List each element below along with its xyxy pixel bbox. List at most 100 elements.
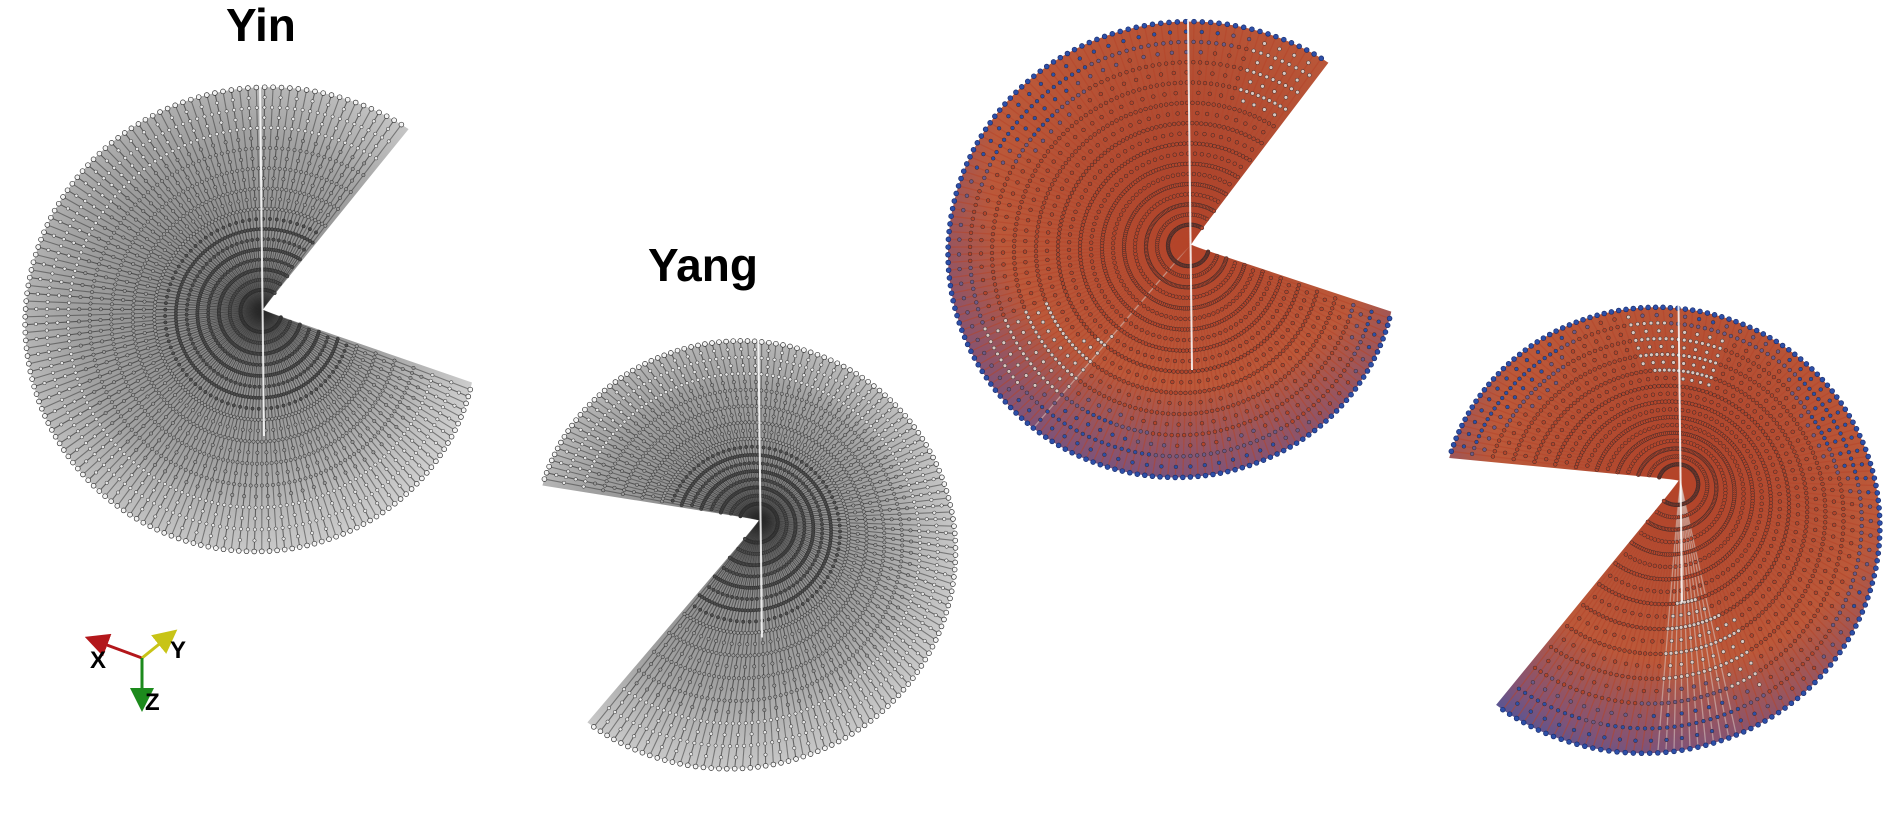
grid-node [89, 341, 94, 346]
grid-node [323, 200, 328, 205]
grid-node [234, 189, 239, 194]
grid-node [740, 596, 744, 601]
grid-node [199, 474, 204, 479]
grid-node [751, 675, 756, 680]
grid-node [853, 583, 858, 588]
grid-node [869, 691, 874, 696]
grid-node [213, 512, 218, 517]
grid-node [813, 440, 818, 445]
grid-node [811, 429, 816, 434]
grid-node [668, 465, 673, 470]
grid-node [752, 436, 757, 441]
grid-node [754, 596, 759, 601]
grid-node [230, 459, 235, 464]
grid-node [820, 676, 825, 681]
grid-node [685, 438, 690, 443]
grid-node [45, 335, 50, 340]
grid-node [131, 307, 135, 312]
grid-node [261, 146, 266, 150]
grid-node [204, 177, 209, 182]
grid-node [798, 414, 803, 419]
grid-node [833, 558, 838, 563]
grid-node [319, 470, 323, 475]
grid-node [236, 199, 241, 204]
grid-node [261, 156, 266, 161]
grid-node [64, 230, 69, 235]
grid-spoke [261, 309, 402, 500]
grid-node [781, 408, 786, 413]
grid-node [789, 453, 794, 458]
grid-node [765, 372, 770, 377]
grid-node [80, 283, 85, 287]
grid-node [303, 499, 307, 504]
grid-node [178, 398, 183, 403]
grid-node [259, 439, 264, 444]
grid-node [154, 293, 159, 298]
grid-node [110, 332, 115, 337]
grid-node [447, 386, 452, 391]
grid-node [45, 342, 50, 347]
grid-node [815, 451, 819, 455]
grid-node [180, 259, 185, 263]
grid-node [92, 358, 97, 363]
grid-node [70, 358, 75, 363]
grid-node [853, 470, 858, 474]
grid-rim-node [60, 194, 66, 200]
grid-node [805, 598, 810, 603]
grid-node [612, 404, 616, 409]
grid-node [309, 403, 314, 408]
grid-node [237, 482, 242, 487]
grid-node [801, 407, 806, 412]
grid-node [186, 297, 191, 302]
grid-node [297, 245, 302, 250]
grid-node [329, 180, 334, 184]
grid-node [724, 664, 729, 669]
grid-node [612, 485, 617, 490]
grid-node [838, 607, 843, 612]
grid-node [109, 215, 114, 220]
grid-node [262, 115, 267, 120]
grid-node [304, 430, 309, 435]
grid-node [368, 466, 373, 471]
grid-node [133, 290, 138, 295]
grid-node [66, 326, 71, 331]
grid-node [757, 630, 762, 635]
grid-node [873, 454, 878, 459]
grid-node [208, 393, 213, 398]
grid-node [338, 461, 343, 466]
grid-node [647, 379, 652, 383]
grid-node [643, 451, 648, 455]
grid-node [117, 430, 122, 435]
grid-node [793, 379, 798, 383]
grid-node [754, 404, 759, 409]
grid-node [685, 381, 689, 386]
grid-node [188, 288, 193, 292]
grid-node [167, 432, 172, 437]
grid-node [374, 144, 379, 149]
grid-node [342, 349, 347, 353]
grid-node [659, 402, 664, 407]
grid-node [440, 405, 445, 410]
grid-node [828, 645, 833, 650]
grid-rim-node [289, 545, 295, 552]
grid-node [843, 456, 848, 461]
grid-node [373, 462, 378, 467]
grid-node [855, 539, 860, 544]
grid-node [790, 735, 795, 740]
grid-node [787, 656, 792, 661]
grid-node [52, 377, 57, 382]
grid-node [234, 128, 239, 132]
grid-node [92, 187, 97, 192]
grid-node [353, 464, 358, 469]
grid-node [764, 629, 769, 634]
grid-node [286, 147, 291, 152]
grid-node [325, 335, 330, 340]
grid-node [172, 195, 177, 200]
grid-node [224, 376, 229, 381]
grid-node [417, 406, 422, 411]
grid-node [754, 619, 758, 624]
grid-node [272, 383, 276, 388]
grid-node [708, 685, 713, 690]
grid-node [783, 434, 788, 439]
grid-node [402, 448, 407, 453]
